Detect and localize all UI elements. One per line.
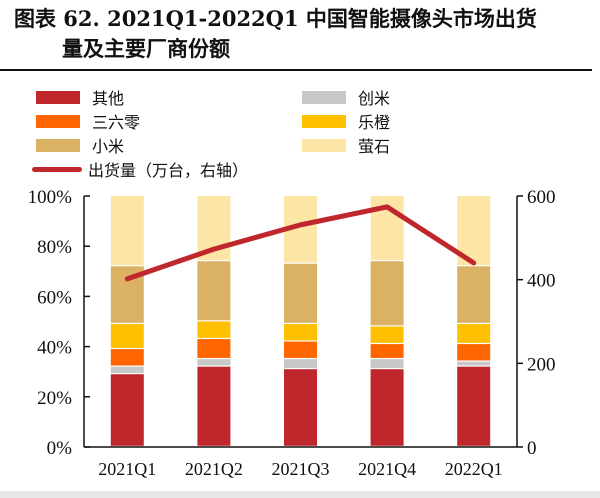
legend-swatch: [36, 138, 80, 152]
bar-segment: [370, 359, 404, 368]
legend-swatch: [302, 90, 346, 104]
bar-segment: [370, 261, 404, 326]
x-tick-label: 2022Q1: [445, 459, 503, 479]
bar-segment: [457, 266, 491, 323]
legend-label: 萤石: [358, 137, 391, 156]
right-tick-label: 400: [527, 271, 556, 292]
bar-segment: [284, 341, 317, 358]
legend-line-swatch: [32, 166, 82, 172]
chart-title-line2: 量及主要厂商份额: [62, 36, 230, 61]
legend-swatch: [36, 90, 80, 104]
bar-segment: [197, 321, 231, 338]
bar-segment: [370, 344, 404, 358]
legend-item: 其他: [36, 85, 124, 109]
legend-swatch: [302, 138, 346, 152]
left-tick-label: 100%: [28, 187, 73, 208]
bar-segment: [110, 349, 144, 366]
bar-segment: [284, 324, 317, 341]
bar-segment: [284, 263, 317, 323]
right-tick-label: 0: [527, 438, 537, 459]
left-tick-label: 60%: [37, 287, 72, 308]
legend-item: 创米: [302, 85, 390, 109]
legend-label: 乐橙: [358, 113, 391, 132]
legend-item: 小米: [36, 133, 124, 157]
x-tick-label: 2021Q4: [358, 459, 416, 479]
x-tick-label: 2021Q2: [185, 459, 243, 479]
bar-segment: [370, 369, 404, 446]
left-tick-label: 40%: [37, 338, 72, 359]
right-tick-label: 200: [527, 354, 556, 375]
legend-label: 出货量（万台，右轴）: [88, 161, 249, 180]
bar-segment: [197, 359, 231, 366]
legend-swatch: [36, 114, 80, 128]
x-tick-label: 2021Q1: [98, 459, 156, 479]
title-divider: [0, 69, 592, 71]
left-tick-label: 0%: [47, 438, 73, 459]
bar-segment: [457, 344, 491, 361]
bar-segment: [197, 339, 231, 358]
bar-segment: [370, 326, 404, 343]
bar-segment: [110, 196, 144, 266]
bar-segment: [110, 374, 144, 446]
bottom-border: [0, 491, 600, 498]
bar-segment: [197, 366, 231, 446]
x-tick-label: 2021Q3: [272, 459, 330, 479]
bar-segment: [110, 366, 144, 374]
legend-swatch: [302, 114, 346, 128]
legend-item: 萤石: [302, 133, 390, 157]
left-tick-label: 20%: [37, 388, 72, 409]
bar-segment: [197, 261, 231, 321]
bar-segment: [284, 369, 317, 446]
legend-label: 小米: [92, 137, 125, 156]
bar-segment: [110, 324, 144, 348]
chart-title: 图表 62. 2021Q1-2022Q1 中国智能摄像头市场出货 量及主要厂商份…: [14, 4, 594, 64]
bar-segment: [457, 361, 491, 366]
legend-item-line: 出货量（万台，右轴）: [32, 157, 248, 181]
legend-item: 三六零: [36, 109, 140, 133]
legend-label: 创米: [358, 89, 391, 108]
bar-segment: [457, 324, 491, 343]
legend-label: 三六零: [92, 113, 141, 132]
legend-item: 乐橙: [302, 109, 390, 133]
bar-segment: [457, 366, 491, 446]
chart-title-line1: 图表 62. 2021Q1-2022Q1 中国智能摄像头市场出货: [14, 6, 537, 31]
bar-segment: [284, 359, 317, 368]
left-tick-label: 80%: [37, 237, 72, 258]
right-tick-label: 600: [527, 187, 556, 208]
legend-label: 其他: [92, 89, 125, 108]
